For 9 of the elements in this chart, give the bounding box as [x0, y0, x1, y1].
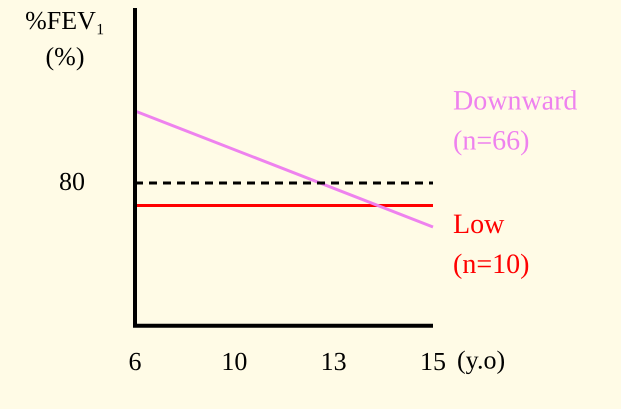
text: Downward (n=66): [453, 85, 578, 156]
x-tick-label: 13: [320, 347, 347, 376]
series-label: Low (n=10): [453, 208, 530, 280]
y-axis-title: %FEV₁ (%): [25, 6, 105, 71]
x-tick-label: 10: [221, 347, 248, 376]
x-tick-label: 6: [128, 347, 142, 376]
x-axis-title: (y.o): [457, 346, 506, 375]
x-tick-label: 15: [420, 347, 446, 376]
text: 80: [59, 166, 85, 196]
